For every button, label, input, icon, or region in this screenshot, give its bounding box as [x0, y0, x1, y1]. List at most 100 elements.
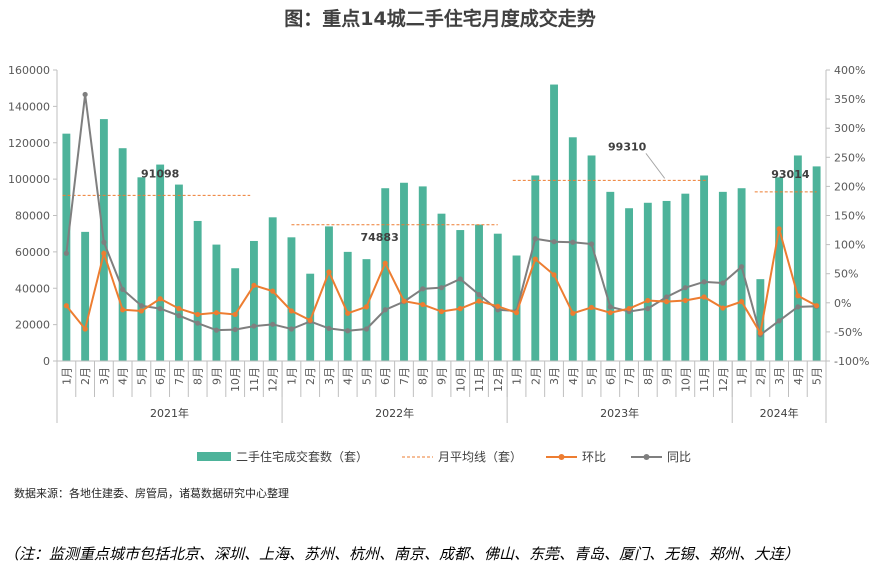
- mom-point: [682, 297, 688, 304]
- mom-point: [738, 299, 745, 305]
- mom-point: [176, 306, 182, 312]
- month-label: 2月: [754, 367, 767, 385]
- yoy-point: [795, 304, 801, 310]
- mom-point: [626, 306, 632, 312]
- bar: [81, 231, 90, 361]
- left-tick-label: 20000: [15, 319, 50, 332]
- yoy-point: [157, 306, 163, 312]
- month-label: 10月: [679, 367, 692, 392]
- right-tick-label: 300%: [834, 122, 865, 135]
- year-label: 2023年: [600, 406, 639, 420]
- right-tick-label: 0%: [834, 297, 851, 310]
- yoy-point: [138, 303, 145, 309]
- avg-value-label: 99310: [608, 140, 647, 153]
- bar: [662, 200, 671, 361]
- month-label: 7月: [173, 367, 186, 385]
- month-label: 1月: [736, 367, 749, 385]
- yoy-point: [63, 250, 69, 256]
- mom-point: [776, 226, 782, 232]
- bar: [793, 155, 802, 361]
- bar: [625, 208, 633, 361]
- mom-point: [195, 311, 201, 318]
- month-label: 3月: [98, 367, 111, 385]
- yoy-point: [720, 280, 726, 286]
- bar: [325, 226, 333, 361]
- bar: [606, 191, 615, 361]
- month-label: 7月: [398, 367, 411, 385]
- yoy-point: [607, 304, 613, 310]
- mom-point: [532, 256, 538, 262]
- bar: [493, 233, 502, 361]
- bar: [306, 273, 315, 361]
- right-tick-label: 50%: [834, 268, 858, 281]
- month-label: 4月: [792, 367, 805, 385]
- mom-point: [588, 304, 595, 311]
- yoy-point: [120, 286, 126, 293]
- avg-value-label: 74883: [360, 231, 398, 244]
- month-label: 11月: [473, 367, 486, 392]
- bar: [212, 244, 221, 361]
- yoy-point: [195, 320, 201, 326]
- mom-point: [757, 330, 763, 336]
- bar: [550, 84, 558, 362]
- bar: [568, 137, 577, 361]
- mom-point: [82, 326, 88, 332]
- month-label: 11月: [248, 367, 261, 392]
- right-tick-label: 150%: [834, 210, 865, 223]
- year-label: 2022年: [375, 406, 414, 420]
- mom-point: [420, 301, 426, 308]
- yoy-point: [663, 294, 670, 300]
- bar: [381, 188, 390, 361]
- mom-point: [663, 299, 670, 305]
- cities-note: （注：监测重点城市包括北京、深圳、上海、苏州、杭州、南京、成都、佛山、东莞、青岛…: [4, 545, 800, 563]
- mom-point: [513, 310, 520, 316]
- month-label: 2月: [79, 367, 92, 385]
- bar: [118, 148, 127, 361]
- month-label: 8月: [642, 367, 655, 385]
- mom-point: [476, 298, 482, 304]
- month-label: 10月: [229, 367, 242, 392]
- left-tick-label: 80000: [15, 210, 50, 223]
- yoy-point: [776, 318, 782, 324]
- yoy-point: [382, 307, 388, 313]
- mom-point: [495, 303, 501, 309]
- mom-point: [457, 306, 463, 312]
- month-label: 1月: [60, 367, 73, 385]
- yoy-point: [101, 239, 107, 245]
- month-label: 9月: [661, 367, 674, 385]
- month-label: 8月: [192, 367, 205, 385]
- bar: [812, 166, 821, 361]
- yoy-point: [288, 326, 295, 332]
- mom-point: [157, 296, 163, 302]
- month-label: 9月: [210, 367, 223, 385]
- mom-point: [645, 297, 651, 304]
- bar: [700, 175, 709, 361]
- left-tick-label: 120000: [8, 137, 50, 150]
- mom-point: [382, 260, 388, 266]
- mom-point: [120, 307, 126, 313]
- bar: [362, 259, 371, 361]
- right-tick-label: 350%: [834, 93, 865, 106]
- mom-point: [570, 310, 576, 316]
- year-label: 2024年: [760, 406, 799, 420]
- chart-title: 图：重点14城二手住宅月度成交走势: [284, 8, 596, 30]
- mom-point: [345, 310, 351, 316]
- yoy-point: [213, 327, 220, 333]
- legend-avg-label: 月平均线（套）: [438, 450, 522, 464]
- yoy-point: [270, 321, 276, 327]
- yoy-point: [476, 292, 482, 298]
- legend-bar-swatch: [197, 452, 231, 461]
- mom-point: [607, 310, 613, 316]
- left-tick-label: 100000: [8, 173, 50, 186]
- bar: [531, 175, 540, 361]
- avg-value-label: 93014: [771, 168, 810, 181]
- mom-point: [101, 250, 107, 256]
- month-label: 10月: [454, 367, 467, 392]
- right-tick-label: -100%: [834, 355, 869, 368]
- right-tick-label: 250%: [834, 151, 865, 164]
- yoy-point: [82, 91, 88, 98]
- month-label: 2月: [529, 367, 542, 385]
- yoy-point: [551, 239, 557, 245]
- right-tick-label: -50%: [834, 326, 862, 339]
